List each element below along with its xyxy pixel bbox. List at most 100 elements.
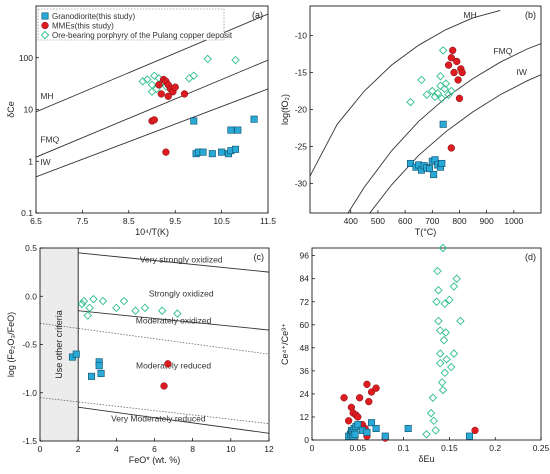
mmes-point <box>363 380 371 388</box>
x-tick-label: 6 <box>152 444 157 454</box>
mmes-point <box>171 83 179 91</box>
y-tick-label: 100 <box>19 53 33 63</box>
x-tick-label: 10 <box>226 444 236 454</box>
panel-label: (a) <box>252 10 263 20</box>
porphyry-point <box>150 71 159 80</box>
panel-c: Use other criteria Very strongly oxidized… <box>6 243 274 465</box>
porphyry-point <box>79 296 89 306</box>
mmes-point <box>157 90 165 98</box>
y-axis-label: Ce⁴⁺/Ce³⁺ <box>280 323 290 365</box>
mmes-point <box>160 382 168 390</box>
porphyry-point <box>85 303 94 313</box>
porphyry-point <box>432 297 441 306</box>
porphyry-point <box>89 294 98 304</box>
mmes-point <box>340 394 348 402</box>
curve-label-fmq: FMQ <box>40 135 59 145</box>
mmes-point <box>164 92 172 100</box>
porphyry-point <box>456 316 465 326</box>
legend: Granodiorite(this study)MMEs(this study)… <box>37 8 233 41</box>
porphyry-point <box>83 311 92 320</box>
porphyry-point <box>433 88 442 98</box>
plot-frame <box>311 247 542 441</box>
porphyry-point <box>441 328 450 337</box>
mmes-point <box>450 68 458 77</box>
granodiorite-point <box>363 428 371 436</box>
porphyry-point <box>189 71 198 80</box>
region-label: Strongly oxidized <box>149 288 214 298</box>
panel-a: MH FMQ IW 6.5 7.5 8.5 9.5 10.5 11.5 0.1 1 10 100 10⁴/… <box>6 5 276 237</box>
x-axis-label: T(°C) <box>415 227 437 237</box>
porphyry-point <box>112 303 121 313</box>
y-axis-label: δCe <box>6 101 16 118</box>
criteria-label: Use other criteria <box>54 310 64 379</box>
y-tick-label: 0.5 <box>25 243 37 253</box>
panel-d: 0 0.05 0.1 0.15 0.2 0.25 0 12 24 36 48 60 72 84 96 δEu C… <box>280 243 550 464</box>
x-tick-label: 10.5 <box>213 216 230 226</box>
boundary-line <box>78 406 270 434</box>
curve-label-iw: IW <box>517 67 527 77</box>
panel-b: MH FMQ IW 400 500 600 700 800 900 1000 -30 -25 -20 -1… <box>280 5 542 237</box>
porphyry-point <box>173 309 182 318</box>
mmes-point <box>365 397 373 406</box>
panel-label: (d) <box>525 252 536 262</box>
porphyry-point <box>447 86 456 96</box>
porphyry-point <box>433 266 442 276</box>
y-axis-label: log (Fe₂O₃/FeO) <box>6 312 16 377</box>
porphyry-point <box>430 92 440 102</box>
x-tick-label: 0.1 <box>398 443 410 453</box>
granodiorite-point <box>466 432 474 440</box>
granodiorite-point <box>372 424 380 432</box>
x-tick-label: 0.05 <box>350 443 367 453</box>
region-label: Very strongly oxidized <box>140 254 223 264</box>
granodiorite-point <box>234 126 242 134</box>
granodiorite-point <box>381 432 389 440</box>
x-tick-label: 1000 <box>504 216 523 226</box>
mmes-point <box>344 417 353 425</box>
x-axis-label: 10⁴/T(K) <box>135 227 169 237</box>
x-tick-label: 0.2 <box>489 443 501 453</box>
mmes-point <box>180 90 189 98</box>
porphyry-point <box>422 90 432 99</box>
plot-frame <box>309 5 542 214</box>
y-tick-label: -15 <box>295 68 308 78</box>
mmes-point <box>458 68 466 77</box>
x-tick-label: 12 <box>264 444 274 454</box>
y-tick-label: 36 <box>300 366 310 376</box>
porphyry-point <box>428 86 437 96</box>
granodiorite-point <box>232 145 240 153</box>
criteria-box <box>40 248 79 441</box>
porphyry-point <box>449 349 459 358</box>
porphyry-point <box>440 368 450 378</box>
x-tick-label: 800 <box>452 216 466 226</box>
x-tick-label: 0.25 <box>533 443 550 453</box>
mmes-point <box>454 76 462 84</box>
porphyry-point <box>147 87 157 97</box>
mmes-point <box>354 413 362 421</box>
granodiorite-point <box>88 372 96 380</box>
porphyry-point <box>426 408 436 418</box>
porphyry-point <box>98 296 108 306</box>
y-tick-label: 12 <box>300 412 310 422</box>
curve-fmq <box>36 59 268 158</box>
granodiorite-point <box>227 126 235 134</box>
x-tick-label: 9.5 <box>169 216 181 226</box>
porphyry-point <box>437 94 447 103</box>
x-tick-label: 7.5 <box>76 216 88 226</box>
y-tick-label: -20 <box>295 105 308 115</box>
porphyry-point <box>431 426 440 435</box>
porphyry-point <box>434 316 443 326</box>
y-tick-label: -10 <box>295 31 308 41</box>
porphyry-point <box>428 393 438 402</box>
boundary-dashed-line <box>39 322 270 355</box>
curve-fmq <box>347 43 541 213</box>
y-tick-label: -30 <box>295 178 308 188</box>
x-tick-label: 0.15 <box>441 443 458 453</box>
porphyry-point <box>406 97 415 107</box>
x-tick-label: 0 <box>38 444 43 454</box>
plot-area <box>310 10 541 213</box>
region-label: Moderately reduced <box>136 361 211 371</box>
porphyry-point <box>422 430 431 439</box>
legend-label-porphyry: Ore-bearing porphyry of the Pulang coppe… <box>52 31 233 40</box>
y-tick-label: 0.0 <box>25 291 37 301</box>
region-label: Very Moderately reduced <box>111 414 206 424</box>
